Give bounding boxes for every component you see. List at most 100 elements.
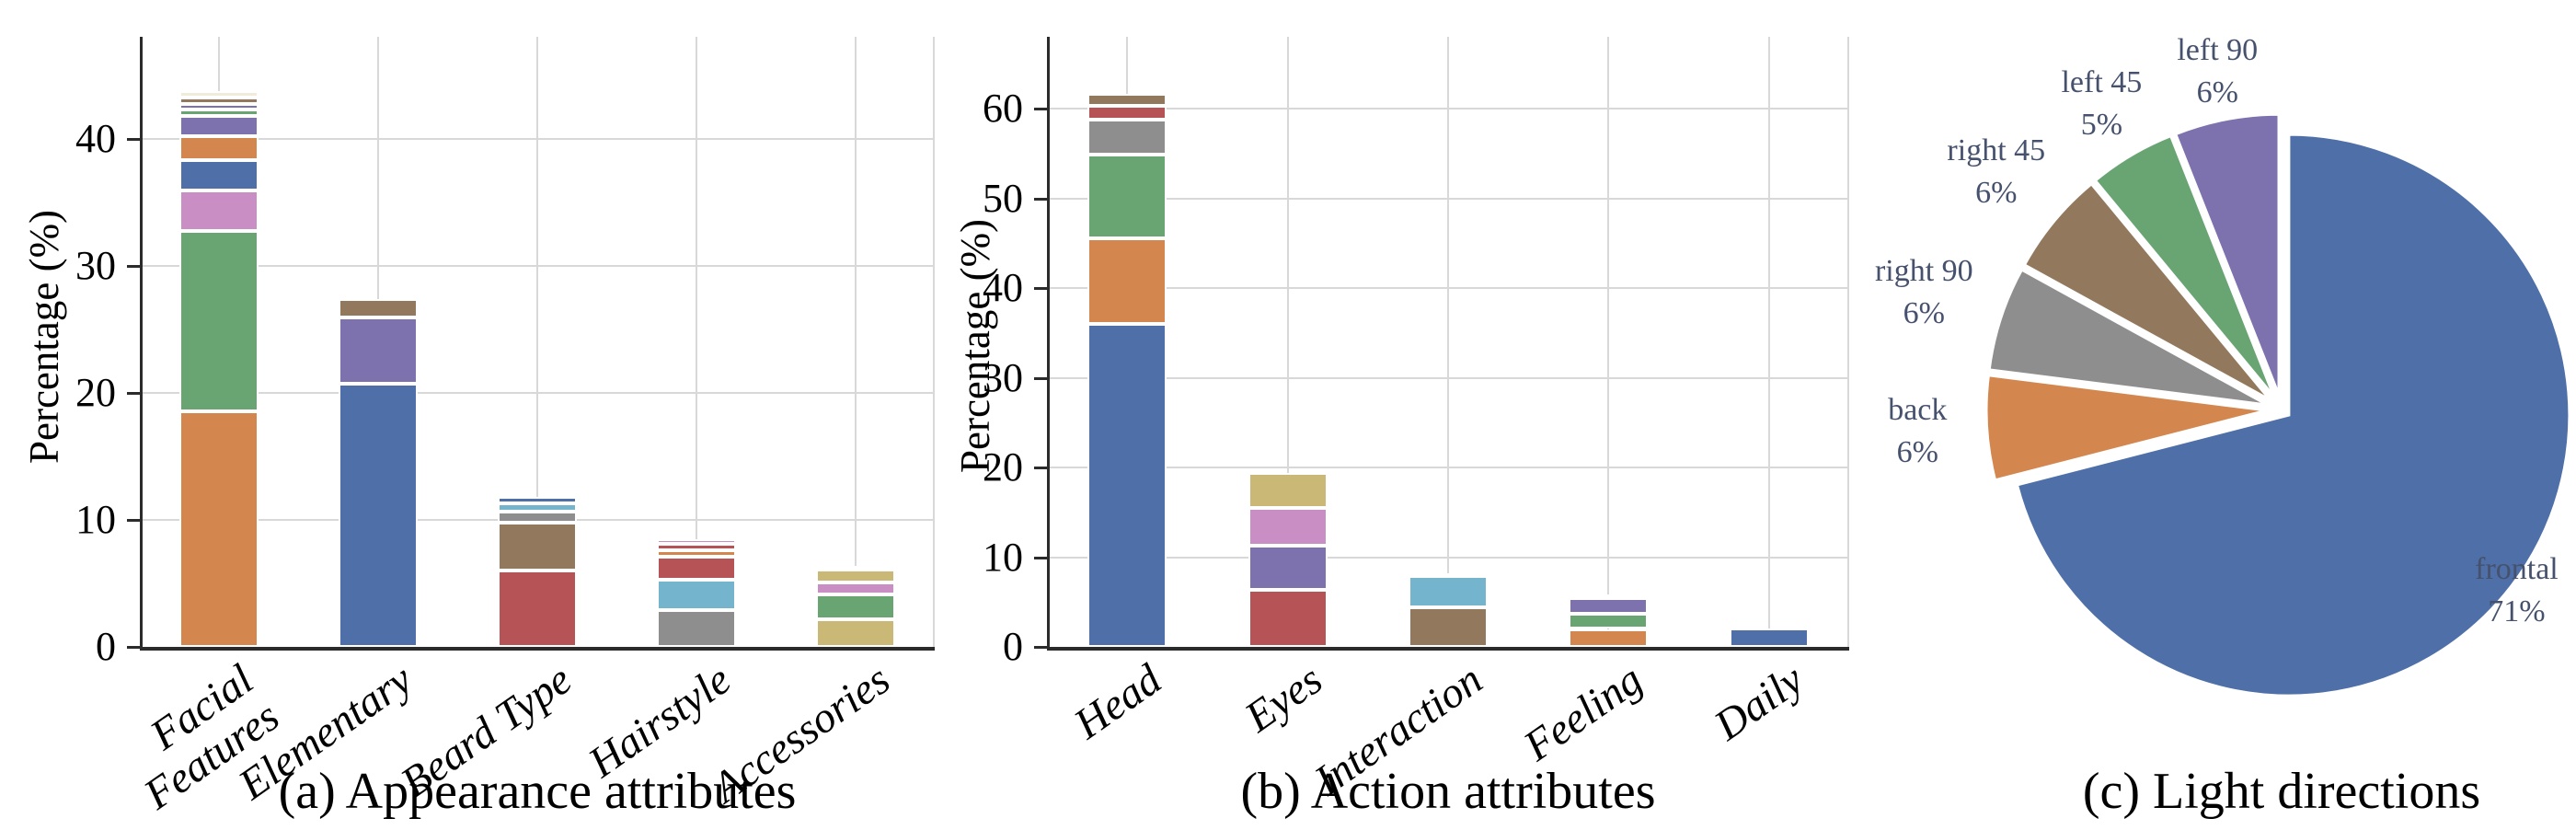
bar-segment-feeling-3: [1569, 594, 1649, 599]
y-tickmark-40: [127, 137, 140, 141]
pie-slice-right-90: [1987, 268, 2269, 407]
bar-segment-hairstyle-1: [656, 579, 736, 610]
x-axis-spine: [140, 647, 935, 651]
bar-segment-head-0: [1087, 324, 1167, 647]
y-tick-label-20: 20: [75, 369, 116, 415]
bar-segment-interaction-1: [1409, 575, 1488, 608]
pie-label-left-90: left 90 6%: [2177, 33, 2259, 110]
bar-segment-hairstyle-4: [656, 544, 736, 551]
bar-segment-beard-type-3: [498, 502, 577, 512]
bar-segment-facial-features-6: [179, 110, 259, 116]
gridline-x: [1767, 37, 1770, 647]
pie-slice-left-45: [2093, 133, 2276, 398]
y-tickmark-20: [127, 391, 140, 395]
y-tick-label-10: 10: [75, 496, 116, 542]
bar-segment-beard-type-4: [498, 497, 577, 503]
pie-label-back: back 6%: [1888, 392, 1948, 469]
bar-segment-feeling-0: [1569, 628, 1649, 647]
bar-segment-beard-type-2: [498, 511, 577, 523]
bar-segment-elementary-2: [339, 298, 419, 318]
pie-label-left-45: left 45 5%: [2061, 65, 2143, 143]
pie-slice-left-90: [2173, 112, 2281, 396]
caption-action-attributes: (b) Action attributes: [1240, 763, 1656, 820]
gridline-x-right-edge: [1847, 37, 1849, 647]
bar-segment-eyes-2: [1248, 507, 1328, 546]
y-tick-label-10: 10: [983, 534, 1023, 580]
bar-segment-facial-features-5: [179, 115, 259, 136]
bar-segment-interaction-2: [1409, 573, 1488, 576]
y-tickmark-0: [127, 646, 140, 649]
bar-segment-interaction-0: [1409, 607, 1488, 647]
y-tickmark-20: [1034, 467, 1047, 469]
y-axis-spine: [140, 37, 143, 651]
caption-light-directions: (c) Light directions: [2082, 763, 2481, 820]
bar-segment-accessories-2: [815, 582, 895, 595]
y-tickmark-0: [1034, 646, 1047, 649]
y-tick-label-0: 0: [1003, 624, 1023, 669]
y-tick-label-40: 40: [983, 265, 1023, 310]
bar-segment-head-3: [1087, 119, 1167, 155]
bar-segment-feeling-1: [1569, 613, 1649, 629]
y-tickmark-60: [1034, 108, 1047, 110]
gridline-x-right-edge: [933, 37, 935, 647]
x-axis-spine: [1047, 647, 1849, 651]
y-tick-label-50: 50: [983, 175, 1023, 221]
bar-segment-facial-features-4: [179, 135, 259, 160]
caption-appearance-attributes: (a) Appearance attributes: [278, 763, 797, 820]
bar-segment-eyes-1: [1248, 545, 1328, 590]
y-tick-label-30: 30: [983, 354, 1023, 400]
bar-segment-accessories-1: [815, 594, 895, 619]
y-axis-spine: [1047, 37, 1050, 651]
pie-label-frontal: frontal 71%: [2475, 552, 2559, 629]
y-tickmark-30: [1034, 376, 1047, 380]
bar-segment-facial-features-3: [179, 159, 259, 191]
y-tickmark-40: [1034, 287, 1047, 290]
bar-segment-daily-0: [1729, 628, 1809, 647]
y-tick-label-30: 30: [75, 242, 116, 288]
bar-segment-accessories-0: [815, 618, 895, 647]
bar-segment-facial-features-9: [179, 91, 259, 98]
bar-segment-hairstyle-3: [656, 550, 736, 557]
gridline-x: [536, 37, 538, 647]
gridline-x: [1447, 37, 1449, 647]
bar-segment-beard-type-0: [498, 571, 577, 647]
gridline-x: [695, 37, 697, 647]
gridline-x: [854, 37, 857, 647]
bar-segment-eyes-3: [1248, 472, 1328, 508]
y-tickmark-50: [1034, 197, 1047, 201]
pie-label-right-45: right 45 6%: [1947, 133, 2046, 211]
y-tickmark-30: [127, 264, 140, 268]
pie-slice-back: [1984, 374, 2268, 482]
bar-segment-elementary-0: [339, 384, 419, 647]
bar-segment-facial-features-1: [179, 231, 259, 412]
gridline-x: [1286, 37, 1289, 647]
bar-segment-facial-features-0: [179, 411, 259, 647]
y-tick-label-40: 40: [75, 115, 116, 161]
bar-segment-eyes-0: [1248, 589, 1328, 647]
bar-segment-facial-features-8: [179, 98, 259, 105]
bar-segment-head-5: [1087, 94, 1167, 107]
bar-segment-hairstyle-2: [656, 556, 736, 580]
bar-segment-elementary-1: [339, 317, 419, 385]
bar-segment-facial-features-7: [179, 104, 259, 110]
bar-segment-feeling-2: [1569, 598, 1649, 614]
y-tick-label-20: 20: [983, 444, 1023, 490]
pie-label-right-90: right 90 6%: [1874, 253, 1973, 330]
y-tick-label-0: 0: [96, 624, 116, 669]
pie-slice-frontal: [2015, 133, 2571, 697]
bar-segment-hairstyle-5: [656, 538, 736, 545]
bar-segment-head-2: [1087, 154, 1167, 239]
y-tick-label-60: 60: [983, 86, 1023, 131]
gridline-x: [1607, 37, 1610, 647]
bar-segment-head-4: [1087, 106, 1167, 120]
y-tickmark-10: [127, 518, 140, 522]
bar-segment-beard-type-1: [498, 522, 577, 571]
pie-slice-right-45: [2022, 181, 2271, 402]
bar-segment-accessories-3: [815, 569, 895, 582]
bar-segment-accessories-4: [815, 565, 895, 570]
bar-segment-head-1: [1087, 238, 1167, 324]
bar-segment-facial-features-2: [179, 190, 259, 232]
y-tickmark-10: [1034, 556, 1047, 559]
